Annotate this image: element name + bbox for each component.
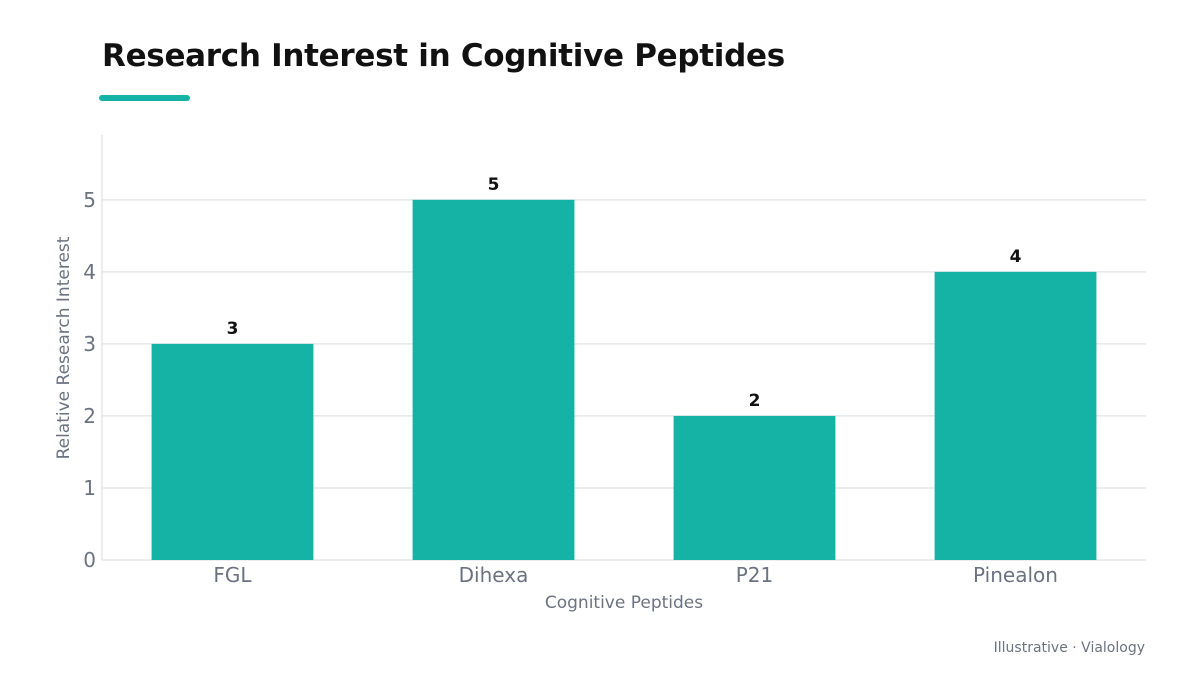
bars [151, 199, 1097, 560]
x-axis-title: Cognitive Peptides [545, 593, 703, 613]
bar [412, 199, 575, 560]
y-tick-label: 3 [83, 332, 96, 356]
y-tick-label: 1 [83, 476, 96, 500]
source-note: Illustrative · Vialology [993, 640, 1145, 656]
y-axis-title: Relative Research Interest [54, 236, 74, 459]
y-tick-label: 4 [83, 260, 96, 284]
x-tick-label: Pinealon [973, 563, 1058, 587]
bar [151, 343, 314, 560]
x-tick-label: Dihexa [459, 563, 529, 587]
labels: 0 1 2 3 4 5 3 FGL 5 Dihexa 2 P21 4 Pinealon [83, 175, 1058, 587]
data-label: 2 [749, 391, 761, 411]
data-label: 5 [488, 175, 500, 195]
y-tick-label: 2 [83, 404, 96, 428]
x-tick-label: FGL [213, 563, 252, 587]
data-label: 4 [1010, 247, 1022, 267]
y-tick-label: 0 [83, 548, 96, 572]
y-tick-label: 5 [83, 188, 96, 212]
bar [934, 271, 1097, 560]
chart-title: Research Interest in Cognitive Peptides [102, 38, 785, 74]
title-accent-underline [99, 95, 190, 101]
bar [673, 415, 836, 560]
x-tick-label: P21 [736, 563, 774, 587]
data-label: 3 [227, 319, 239, 339]
